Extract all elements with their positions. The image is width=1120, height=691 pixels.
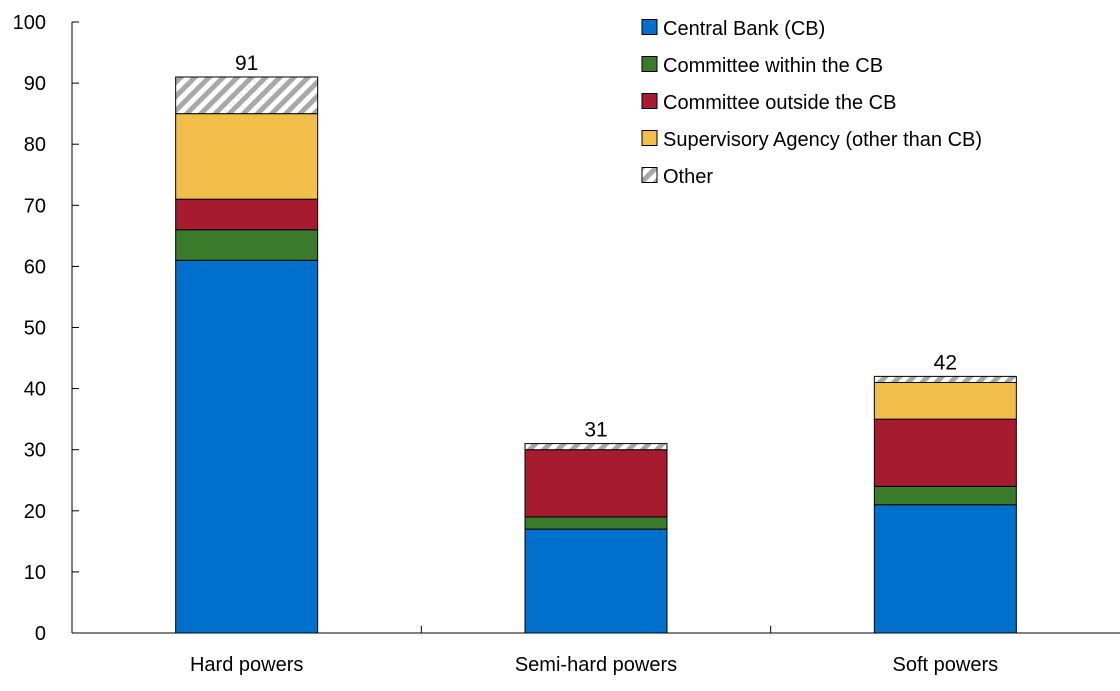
y-tick-label: 50 <box>24 318 46 340</box>
axes: 0 10 20 30 40 50 60 70 80 90 100 <box>13 12 1120 645</box>
legend-swatch <box>641 56 658 72</box>
labels: Hard powers Semi-hard powers Soft powers 91… <box>190 52 998 676</box>
y-tick-label: 30 <box>24 440 46 462</box>
bar-total-label: 42 <box>934 351 957 374</box>
legend-label: Other <box>663 166 713 188</box>
bar-segment-committee-within-the-cb <box>873 485 1017 506</box>
bar-total-label: 91 <box>235 52 258 75</box>
y-tick-label: 20 <box>24 501 46 523</box>
bar-segment-supervisory-agency-other-than-cb <box>175 113 319 200</box>
bar-total-label: 31 <box>584 419 607 442</box>
y-tick-label: 0 <box>35 623 46 645</box>
legend-label: Supervisory Agency (other than CB) <box>663 129 982 151</box>
y-tick-label: 100 <box>13 12 46 34</box>
legend-label: Committee outside the CB <box>663 92 896 114</box>
bar-segment-central-bank-cb <box>175 259 319 634</box>
x-tick-label: Semi-hard powers <box>515 654 677 676</box>
y-tick-label: 90 <box>24 73 46 95</box>
bars <box>175 76 1017 634</box>
legend-label: Committee within the CB <box>663 55 883 77</box>
x-tick-label: Soft powers <box>893 654 999 676</box>
bar-segment-central-bank-cb <box>873 504 1017 634</box>
y-tick-label: 70 <box>24 195 46 217</box>
legend-label: Central Bank (CB) <box>663 18 825 40</box>
bar-segment-central-bank-cb <box>524 528 668 634</box>
bar-segment-other <box>175 76 319 115</box>
legend-swatch <box>641 19 658 35</box>
bar-segment-other <box>524 443 668 451</box>
bar-segment-supervisory-agency-other-than-cb <box>873 381 1017 420</box>
legend-swatch <box>641 130 658 146</box>
x-tick-label: Hard powers <box>190 654 303 676</box>
y-tick-label: 40 <box>24 379 46 401</box>
legend-swatch <box>641 93 658 109</box>
y-tick-label: 10 <box>24 562 46 584</box>
bar-segment-committee-within-the-cb <box>524 516 668 530</box>
bar-segment-committee-outside-the-cb <box>873 418 1017 487</box>
y-tick-label: 60 <box>24 256 46 278</box>
y-tick-label: 80 <box>24 134 46 156</box>
bar-segment-committee-outside-the-cb <box>175 198 319 231</box>
legend: Central Bank (CB) Committee within the CB… <box>641 18 982 188</box>
bar-segment-other <box>873 375 1017 383</box>
bar-segment-committee-outside-the-cb <box>524 449 668 518</box>
bar-segment-committee-within-the-cb <box>175 229 319 261</box>
legend-swatch <box>641 167 658 183</box>
